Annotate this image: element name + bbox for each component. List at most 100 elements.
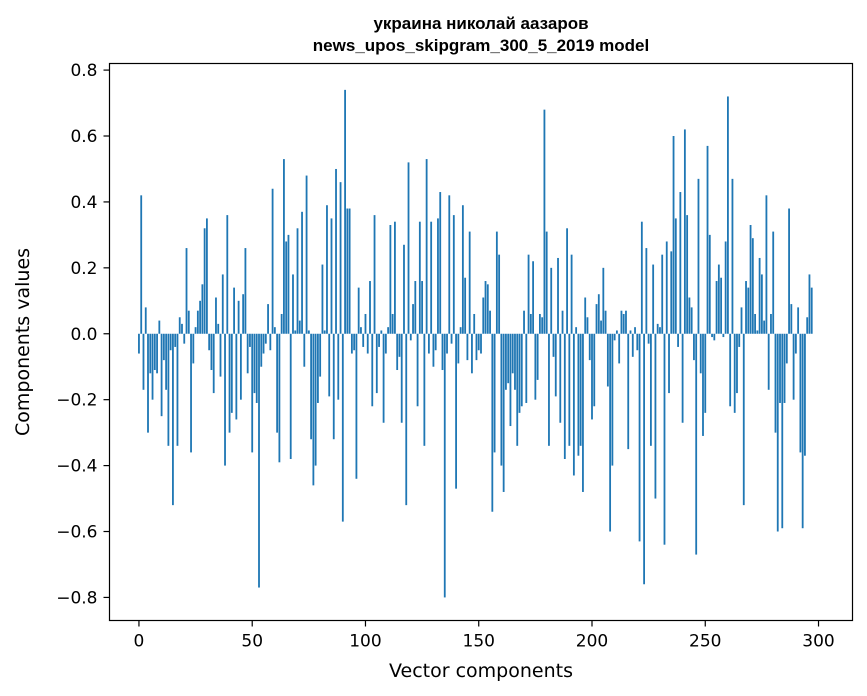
bar-273 bbox=[756, 330, 759, 334]
bar-41 bbox=[230, 333, 233, 413]
bar-274 bbox=[758, 257, 761, 334]
plot-frame bbox=[108, 62, 854, 622]
bar-204 bbox=[600, 320, 602, 334]
bar-192 bbox=[572, 333, 575, 476]
bar-277 bbox=[765, 195, 768, 334]
bar-31 bbox=[208, 333, 211, 351]
bar-189 bbox=[566, 228, 568, 334]
bar-297 bbox=[810, 287, 813, 334]
bar-133 bbox=[439, 192, 442, 334]
bar-22 bbox=[187, 310, 190, 334]
bar-83 bbox=[326, 205, 328, 334]
bar-217 bbox=[629, 330, 632, 334]
bar-233 bbox=[665, 241, 668, 334]
bar-255 bbox=[715, 281, 718, 334]
bar-48 bbox=[246, 333, 249, 374]
bar-42 bbox=[233, 287, 235, 334]
bar-131 bbox=[434, 333, 437, 351]
bar-269 bbox=[747, 287, 750, 334]
bar-99 bbox=[362, 333, 365, 347]
bar-118 bbox=[405, 333, 408, 506]
bar-218 bbox=[631, 333, 634, 357]
bar-114 bbox=[396, 333, 399, 371]
bar-28 bbox=[201, 284, 204, 334]
bar-86 bbox=[332, 333, 335, 440]
bar-17 bbox=[176, 333, 179, 446]
bar-52 bbox=[255, 333, 258, 403]
bar-119 bbox=[407, 162, 410, 334]
x-tick-label: 0 bbox=[134, 632, 145, 652]
bar-36 bbox=[219, 333, 222, 377]
bar-283 bbox=[779, 333, 781, 403]
bar-231 bbox=[661, 254, 664, 334]
bar-256 bbox=[717, 264, 720, 334]
bar-9 bbox=[158, 320, 161, 334]
bar-46 bbox=[242, 294, 245, 334]
bar-156 bbox=[491, 333, 494, 512]
bar-181 bbox=[548, 333, 550, 446]
bar-72 bbox=[301, 211, 303, 334]
y-tick-label: −0.6 bbox=[56, 523, 97, 543]
bar-251 bbox=[706, 145, 709, 334]
bar-280 bbox=[772, 231, 775, 334]
bar-75 bbox=[307, 330, 310, 334]
bar-240 bbox=[681, 333, 684, 423]
bar-49 bbox=[249, 333, 251, 347]
bar-63 bbox=[280, 313, 283, 334]
bar-142 bbox=[459, 327, 462, 334]
bar-145 bbox=[466, 333, 469, 361]
bar-82 bbox=[323, 330, 326, 334]
bar-272 bbox=[754, 313, 756, 334]
bar-265 bbox=[738, 333, 741, 347]
bar-128 bbox=[427, 333, 430, 354]
bar-111 bbox=[389, 225, 392, 334]
bar-0 bbox=[138, 333, 140, 354]
bar-227 bbox=[652, 264, 655, 334]
bar-176 bbox=[536, 333, 539, 380]
bar-247 bbox=[697, 178, 700, 334]
bar-241 bbox=[683, 129, 686, 334]
bar-140 bbox=[455, 333, 457, 489]
bar-295 bbox=[806, 317, 809, 334]
bar-158 bbox=[495, 231, 498, 334]
bar-166 bbox=[514, 333, 516, 390]
bar-190 bbox=[568, 333, 571, 446]
bar-29 bbox=[203, 228, 206, 334]
bar-8 bbox=[156, 333, 158, 374]
bar-74 bbox=[305, 175, 308, 334]
bar-105 bbox=[375, 333, 378, 394]
bar-249 bbox=[702, 333, 704, 436]
bar-183 bbox=[552, 333, 555, 357]
y-tick-label: 0.0 bbox=[70, 325, 97, 345]
bar-73 bbox=[303, 333, 306, 367]
bar-11 bbox=[162, 333, 165, 361]
bar-57 bbox=[267, 304, 269, 334]
bar-134 bbox=[441, 333, 444, 371]
bar-174 bbox=[532, 261, 534, 334]
bar-50 bbox=[251, 333, 254, 453]
bar-261 bbox=[729, 333, 732, 407]
bar-167 bbox=[516, 333, 519, 446]
bar-6 bbox=[151, 333, 154, 400]
bar-267 bbox=[742, 333, 745, 506]
bar-20 bbox=[183, 333, 186, 344]
bar-10 bbox=[160, 333, 163, 417]
x-axis-label: Vector components bbox=[389, 660, 573, 682]
bar-292 bbox=[799, 333, 802, 453]
bar-137 bbox=[448, 195, 451, 334]
bar-288 bbox=[790, 304, 793, 334]
bar-129 bbox=[430, 221, 433, 334]
bar-286 bbox=[785, 333, 788, 364]
y-tick-label: 0.8 bbox=[70, 61, 97, 81]
bar-260 bbox=[727, 96, 729, 334]
bar-113 bbox=[394, 221, 396, 334]
bar-116 bbox=[400, 333, 403, 423]
bar-19 bbox=[181, 323, 183, 334]
bar-115 bbox=[398, 333, 401, 357]
bar-285 bbox=[783, 333, 786, 403]
bar-5 bbox=[149, 333, 152, 374]
bar-66 bbox=[287, 234, 290, 334]
bar-77 bbox=[312, 333, 315, 486]
bar-197 bbox=[584, 297, 587, 334]
